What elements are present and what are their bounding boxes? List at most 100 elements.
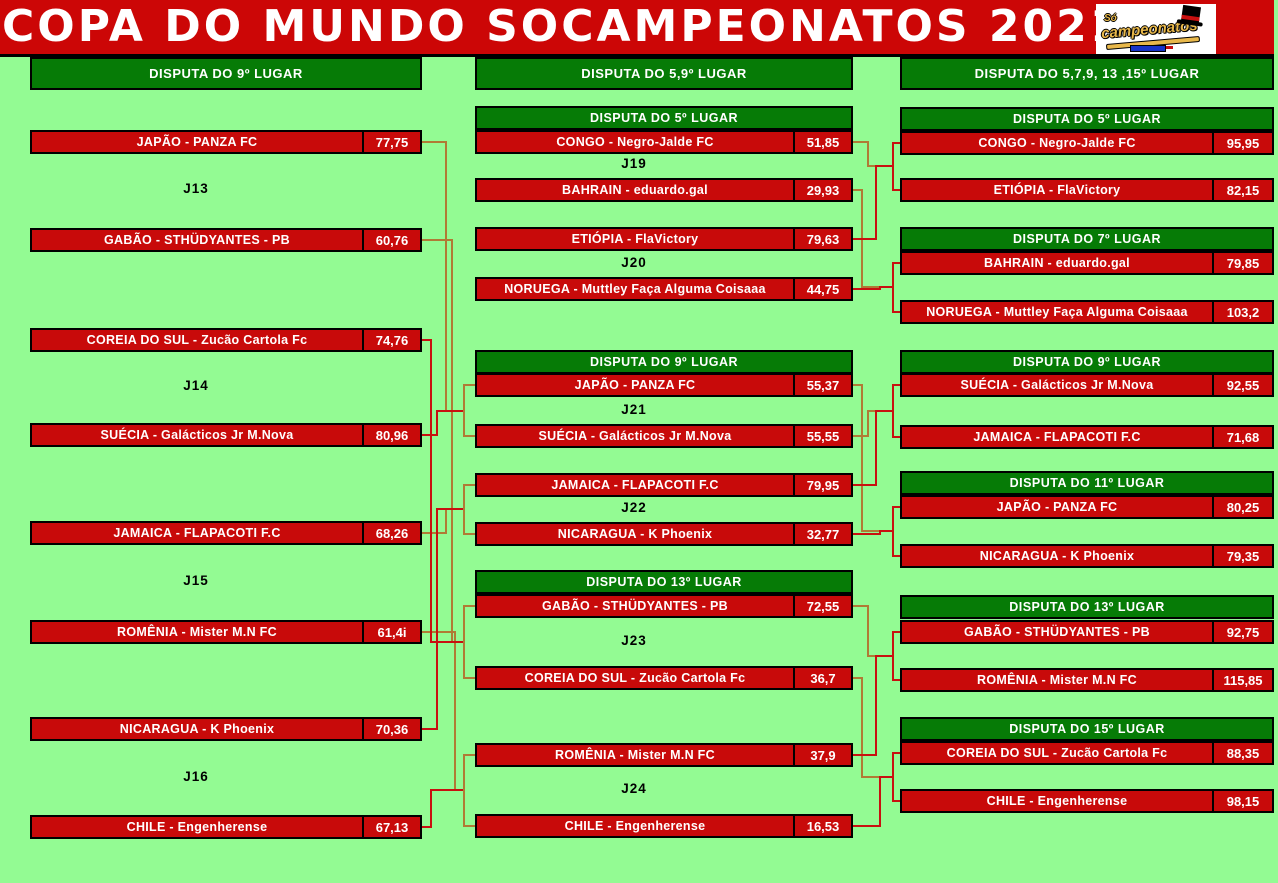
team-name: CONGO - Negro-Jalde FC xyxy=(556,135,714,149)
team-score: 82,15 xyxy=(1212,180,1272,200)
game-label: J19 xyxy=(621,156,647,171)
team-score: 80,96 xyxy=(362,425,420,445)
team-row: NORUEGA - Muttley Faça Alguma Coisaaa 44,… xyxy=(475,277,853,301)
team-score: 29,93 xyxy=(793,180,851,200)
team-name: ETIÓPIA - FlaVictory xyxy=(993,183,1121,197)
team-row: GABÃO - STHÜDYANTES - PB 92,75 xyxy=(900,620,1274,644)
game-label: J24 xyxy=(621,781,647,796)
team-name: ROMÊNIA - Mister M.N FC xyxy=(117,625,277,639)
team-row: NICARAGUA - K Phoenix 70,36 xyxy=(30,717,422,741)
column-header-right: DISPUTA DO 5,7,9, 13 ,15º LUGAR xyxy=(900,57,1274,90)
team-name: GABÃO - STHÜDYANTES - PB xyxy=(542,599,728,613)
game-label: J23 xyxy=(621,633,647,648)
team-row: NICARAGUA - K Phoenix 32,77 xyxy=(475,522,853,546)
team-name: GABÃO - STHÜDYANTES - PB xyxy=(964,625,1150,639)
connectors-middle-to-right xyxy=(853,141,900,827)
section-header: DISPUTA DO 9º LUGAR xyxy=(475,350,853,374)
team-row: CHILE - Engenherense 67,13 xyxy=(30,815,422,839)
team-score: 79,85 xyxy=(1212,253,1272,273)
team-row: SUÉCIA - Galácticos Jr M.Nova 92,55 xyxy=(900,373,1274,397)
team-row: ROMÊNIA - Mister M.N FC 115,85 xyxy=(900,668,1274,692)
section-header: DISPUTA DO 7º LUGAR xyxy=(900,227,1274,251)
team-name: SUÉCIA - Galácticos Jr M.Nova xyxy=(538,429,732,443)
section-header: DISPUTA DO 11º LUGAR xyxy=(900,471,1274,495)
team-name: COREIA DO SUL - Zucão Cartola Fc xyxy=(86,333,308,347)
team-row: NICARAGUA - K Phoenix 79,35 xyxy=(900,544,1274,568)
team-score: 51,85 xyxy=(793,132,851,152)
team-score: 79,95 xyxy=(793,475,851,495)
title-bar: COPA DO MUNDO SOCAMPEONATOS 2021 xyxy=(0,0,1274,57)
game-label: J13 xyxy=(183,181,209,196)
team-name: NICARAGUA - K Phoenix xyxy=(119,722,275,736)
team-name: JAMAICA - FLAPACOTI F.C xyxy=(113,526,281,540)
game-label: J16 xyxy=(183,769,209,784)
team-score: 92,75 xyxy=(1212,622,1272,642)
top-hat-icon xyxy=(1180,4,1202,24)
team-score: 32,77 xyxy=(793,524,851,544)
team-row: BAHRAIN - eduardo.gal 79,85 xyxy=(900,251,1274,275)
team-name: JAPÃO - PANZA FC xyxy=(136,135,258,149)
team-row: GABÃO - STHÜDYANTES - PB 72,55 xyxy=(475,594,853,618)
team-score: 88,35 xyxy=(1212,743,1272,763)
logo-so-text: Só xyxy=(1104,13,1117,24)
team-row: COREIA DO SUL - Zucão Cartola Fc 74,76 xyxy=(30,328,422,352)
team-score: 55,55 xyxy=(793,426,851,446)
team-row: JAPÃO - PANZA FC 80,25 xyxy=(900,495,1274,519)
team-score: 61,4i xyxy=(362,622,420,642)
team-score: 95,95 xyxy=(1212,133,1272,153)
team-score: 92,55 xyxy=(1212,375,1272,395)
section-header: DISPUTA DO 15º LUGAR xyxy=(900,717,1274,741)
team-name: BAHRAIN - eduardo.gal xyxy=(984,256,1130,270)
team-name: SUÉCIA - Galácticos Jr M.Nova xyxy=(960,378,1154,392)
team-score: 60,76 xyxy=(362,230,420,250)
team-row: JAPÃO - PANZA FC 55,37 xyxy=(475,373,853,397)
game-label: J15 xyxy=(183,573,209,588)
column-header-middle: DISPUTA DO 5,9º LUGAR xyxy=(475,57,853,90)
team-row: SUÉCIA - Galácticos Jr M.Nova 55,55 xyxy=(475,424,853,448)
team-row: ETIÓPIA - FlaVictory 79,63 xyxy=(475,227,853,251)
team-row: COREIA DO SUL - Zucão Cartola Fc 88,35 xyxy=(900,741,1274,765)
team-name: COREIA DO SUL - Zucão Cartola Fc xyxy=(524,671,746,685)
team-row: CONGO - Negro-Jalde FC 51,85 xyxy=(475,130,853,154)
team-score: 72,55 xyxy=(793,596,851,616)
team-row: NORUEGA - Muttley Faça Alguma Coisaaa 103… xyxy=(900,300,1274,324)
team-score: 68,26 xyxy=(362,523,420,543)
team-name: SUÉCIA - Galácticos Jr M.Nova xyxy=(100,428,294,442)
game-label: J20 xyxy=(621,255,647,270)
team-row: ROMÊNIA - Mister M.N FC 37,9 xyxy=(475,743,853,767)
team-score: 74,76 xyxy=(362,330,420,350)
team-row: BAHRAIN - eduardo.gal 29,93 xyxy=(475,178,853,202)
team-name: NICARAGUA - K Phoenix xyxy=(557,527,713,541)
section-header: DISPUTA DO 5º LUGAR xyxy=(900,107,1274,131)
team-name: GABÃO - STHÜDYANTES - PB xyxy=(104,233,290,247)
team-score: 67,13 xyxy=(362,817,420,837)
team-row: JAMAICA - FLAPACOTI F.C 71,68 xyxy=(900,425,1274,449)
page-title: COPA DO MUNDO SOCAMPEONATOS 2021 xyxy=(2,1,1124,52)
game-label: J21 xyxy=(621,402,647,417)
team-score: 44,75 xyxy=(793,279,851,299)
team-row: GABÃO - STHÜDYANTES - PB 60,76 xyxy=(30,228,422,252)
team-score: 36,7 xyxy=(793,668,851,688)
section-header: DISPUTA DO 9º LUGAR xyxy=(900,350,1274,374)
team-score: 80,25 xyxy=(1212,497,1272,517)
section-header: DISPUTA DO 13º LUGAR xyxy=(475,570,853,594)
team-name: JAMAICA - FLAPACOTI F.C xyxy=(973,430,1141,444)
section-header: DISPUTA DO 13º LUGAR xyxy=(900,595,1274,619)
team-name: ROMÊNIA - Mister M.N FC xyxy=(555,748,715,762)
team-row: COREIA DO SUL - Zucão Cartola Fc 36,7 xyxy=(475,666,853,690)
game-label: J14 xyxy=(183,378,209,393)
team-name: NICARAGUA - K Phoenix xyxy=(979,549,1135,563)
team-row: JAMAICA - FLAPACOTI F.C 68,26 xyxy=(30,521,422,545)
team-name: ETIÓPIA - FlaVictory xyxy=(571,232,699,246)
team-name: ROMÊNIA - Mister M.N FC xyxy=(977,673,1137,687)
team-name: JAPÃO - PANZA FC xyxy=(996,500,1118,514)
team-score: 103,2 xyxy=(1212,302,1272,322)
team-score: 37,9 xyxy=(793,745,851,765)
team-score: 79,35 xyxy=(1212,546,1272,566)
team-score: 16,53 xyxy=(793,816,851,836)
team-name: JAMAICA - FLAPACOTI F.C xyxy=(551,478,719,492)
team-score: 79,63 xyxy=(793,229,851,249)
team-score: 98,15 xyxy=(1212,791,1272,811)
team-score: 55,37 xyxy=(793,375,851,395)
